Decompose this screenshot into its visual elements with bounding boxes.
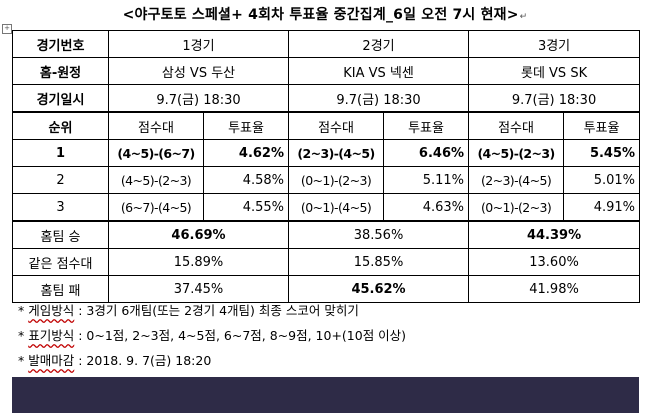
score-range-cell: (2~3)-(4~5)	[288, 139, 385, 167]
note-text: : 3경기 6개팀(또는 2경기 4개팀) 최종 스코어 맞히기	[78, 303, 359, 318]
vote-rate-cell: 4.63%	[383, 193, 470, 222]
game-number-cell: 3경기	[468, 30, 641, 58]
note-bullet: *	[18, 353, 25, 368]
vote-rate-cell: 5.11%	[383, 166, 470, 194]
score-range-cell: (6~7)-(4~5)	[108, 193, 204, 222]
vote-header: 투표율	[563, 111, 641, 140]
note-notation: * 표기방식 : 0~1점, 2~3점, 4~5점, 6~7점, 8~9점, 1…	[18, 325, 406, 350]
score-header: 점수대	[108, 111, 204, 140]
row-label: 경기번호	[12, 30, 109, 58]
table-row: 홈팀 패 37.45% 45.62% 41.98%	[12, 275, 641, 303]
score-header: 점수대	[288, 111, 385, 140]
outcome-rate-cell: 15.85%	[288, 248, 470, 276]
outcome-label: 홈팀 패	[12, 275, 109, 303]
note-deadline: * 발매마감 : 2018. 9. 7(금) 18:20	[18, 350, 406, 375]
outcome-rate-cell: 37.45%	[107, 275, 290, 303]
footer-bar	[12, 377, 639, 413]
rank-cell: 2	[12, 166, 109, 194]
score-range-cell: (0~1)-(2~3)	[468, 193, 565, 222]
table-move-handle-icon[interactable]: +	[2, 24, 12, 34]
vote-rate-cell: 5.01%	[563, 166, 641, 194]
table-row: 3 (6~7)-(4~5) 4.55% (0~1)-(4~5) 4.63% (0…	[12, 193, 641, 222]
outcome-rate-cell: 38.56%	[288, 220, 470, 249]
score-range-cell: (4~5)-(6~7)	[108, 139, 204, 167]
score-header: 점수대	[468, 111, 565, 140]
game-number-cell: 2경기	[288, 30, 470, 58]
datetime-cell: 9.7(금) 18:30	[107, 84, 290, 113]
note-bullet: *	[18, 328, 25, 343]
score-range-cell: (4~5)-(2~3)	[108, 166, 204, 194]
note-text: : 0~1점, 2~3점, 4~5점, 6~7점, 8~9점, 10+(10점 …	[78, 328, 407, 343]
table-row: 2 (4~5)-(2~3) 4.58% (0~1)-(2~3) 5.11% (2…	[12, 166, 641, 194]
document-title: <야구토토 스페셜+ 4회차 투표율 중간집계_6일 오전 7시 현재>↵	[122, 7, 528, 23]
outcome-label: 같은 점수대	[12, 248, 109, 276]
vote-header: 투표율	[383, 111, 470, 140]
matchup-cell: 롯데 VS SK	[468, 57, 641, 85]
table-row: 홈-원정 삼성 VS 두산 KIA VS 넥센 롯데 VS SK	[12, 57, 641, 85]
outcome-rate-cell: 41.98%	[468, 275, 641, 303]
vote-rate-cell: 4.91%	[563, 193, 641, 222]
vote-header: 투표율	[202, 111, 290, 140]
outcome-rate-cell: 45.62%	[288, 275, 470, 303]
table-row: 홈팀 승 46.69% 38.56% 44.39%	[12, 220, 641, 249]
note-bullet: *	[18, 303, 25, 318]
vote-rate-table: 경기번호 1경기 2경기 3경기 홈-원정 삼성 VS 두산 KIA VS 넥센…	[12, 30, 641, 303]
game-number-cell: 1경기	[107, 30, 290, 58]
table-row: 1 (4~5)-(6~7) 4.62% (2~3)-(4~5) 6.46% (4…	[12, 139, 641, 167]
matchup-cell: 삼성 VS 두산	[107, 57, 290, 85]
rank-cell: 1	[12, 139, 109, 167]
row-label: 경기일시	[12, 84, 109, 113]
rank-cell: 3	[12, 193, 109, 222]
matchup-cell: KIA VS 넥센	[288, 57, 470, 85]
rank-header: 순위	[12, 111, 109, 140]
outcome-rate-cell: 15.89%	[107, 248, 290, 276]
note-game-method: * 게임방식 : 3경기 6개팀(또는 2경기 4개팀) 최종 스코어 맞히기	[18, 300, 406, 325]
score-range-cell: (2~3)-(4~5)	[468, 166, 565, 194]
note-text: : 2018. 9. 7(금) 18:20	[78, 353, 212, 368]
row-label: 홈-원정	[12, 57, 109, 85]
notes-section: * 게임방식 : 3경기 6개팀(또는 2경기 4개팀) 최종 스코어 맞히기 …	[18, 300, 406, 375]
table-row: 경기일시 9.7(금) 18:30 9.7(금) 18:30 9.7(금) 18…	[12, 84, 641, 113]
table-row: 순위 점수대 투표율 점수대 투표율 점수대 투표율	[12, 111, 641, 140]
note-label: 발매마감	[28, 353, 75, 368]
score-range-cell: (0~1)-(4~5)	[288, 193, 385, 222]
outcome-rate-cell: 44.39%	[468, 220, 641, 249]
outcome-label: 홈팀 승	[12, 220, 109, 249]
table-row: 같은 점수대 15.89% 15.85% 13.60%	[12, 248, 641, 276]
outcome-rate-cell: 13.60%	[468, 248, 641, 276]
vote-rate-cell: 4.62%	[202, 139, 290, 167]
vote-rate-cell: 5.45%	[563, 139, 641, 167]
note-label: 표기방식	[28, 328, 75, 343]
note-label: 게임방식	[28, 303, 75, 318]
outcome-rate-cell: 46.69%	[107, 220, 290, 249]
score-range-cell: (4~5)-(2~3)	[468, 139, 565, 167]
vote-rate-cell: 6.46%	[383, 139, 470, 167]
score-range-cell: (0~1)-(2~3)	[288, 166, 385, 194]
datetime-cell: 9.7(금) 18:30	[468, 84, 641, 113]
datetime-cell: 9.7(금) 18:30	[288, 84, 470, 113]
paragraph-mark: ↵	[519, 12, 528, 22]
vote-rate-cell: 4.55%	[202, 193, 290, 222]
table-row: 경기번호 1경기 2경기 3경기	[12, 30, 641, 58]
vote-rate-cell: 4.58%	[202, 166, 290, 194]
